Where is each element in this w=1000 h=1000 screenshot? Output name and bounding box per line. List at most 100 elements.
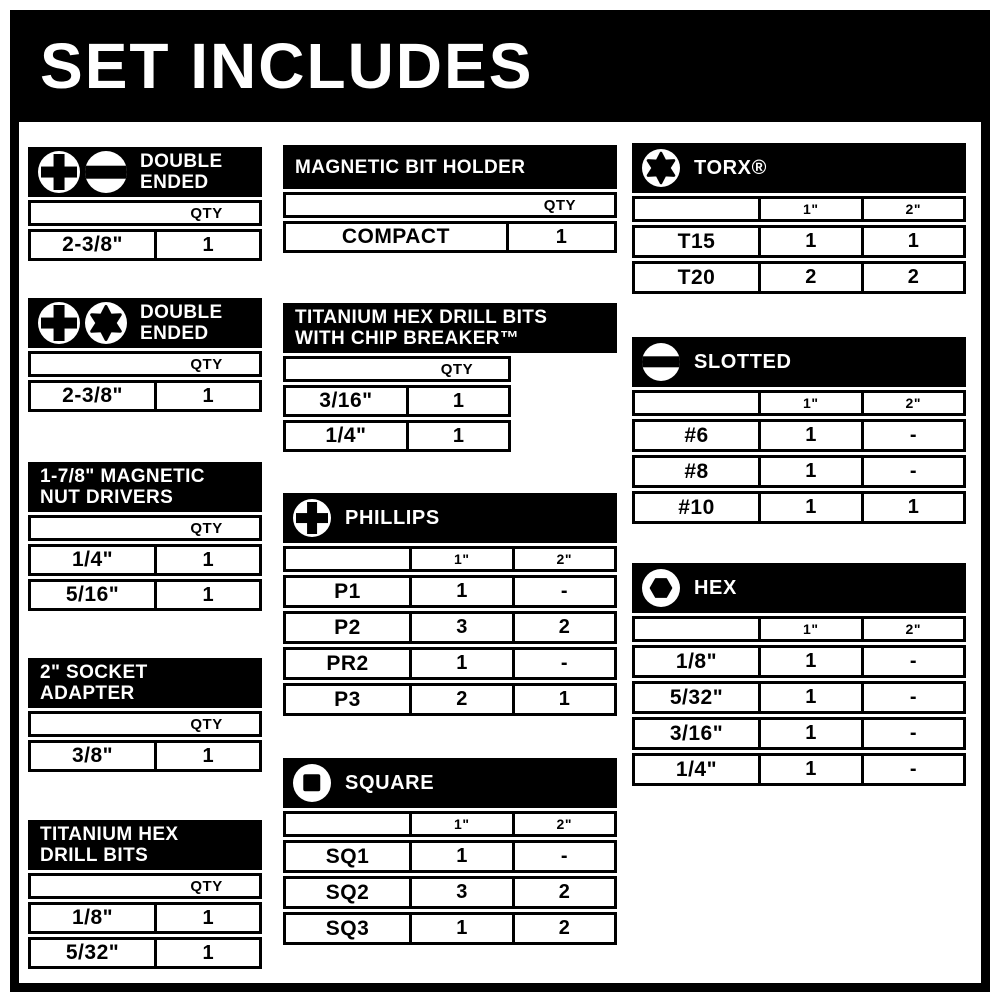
table-row: 2-3/8" 1 (28, 229, 262, 261)
qty-column-label: QTY (190, 877, 223, 895)
qty-column-label: QTY (543, 196, 577, 214)
size-column-label: 2" (860, 199, 964, 219)
table-title-line: TITANIUM HEX (40, 824, 179, 845)
table-row: P3 2 1 (283, 683, 617, 716)
qty-cell: 1 (154, 582, 259, 608)
size-cell: 2-3/8" (62, 233, 123, 256)
qty-cell: 1 (154, 547, 259, 573)
qty-cell: 2 (511, 879, 615, 906)
table-title-line: WITH CHIP BREAKER™ (295, 328, 520, 349)
table-title-line: DOUBLE (140, 302, 223, 323)
qty-header-row: QTY (28, 200, 262, 226)
qty-cell: 1 (758, 684, 861, 711)
qty-cell: 2 (409, 686, 512, 713)
table-header: TITANIUM HEX DRILL BITS WITH CHIP BREAKE… (283, 303, 617, 353)
size-header-row: 1" 2" (632, 196, 966, 222)
bit-cell: #6 (684, 423, 709, 447)
size-cell: 5/16" (65, 583, 120, 606)
table-header: DOUBLE ENDED (28, 298, 262, 348)
size-column-label: 2" (860, 393, 964, 413)
table-title: PHILLIPS (345, 506, 440, 529)
table-double-ended-phillips-torx: DOUBLE ENDED QTY 2-3/8" 1 (28, 298, 262, 412)
table-title-line: DOUBLE (140, 151, 223, 172)
table-title: TORX® (694, 156, 767, 179)
table-header: 2" SOCKET ADAPTER (28, 658, 262, 708)
bit-cell: 1/4" (675, 757, 718, 781)
size-cell: 2-3/8" (62, 384, 123, 407)
table-square: SQUARE 1" 2" SQ1 1 - SQ2 3 2 SQ3 1 2 (283, 758, 617, 945)
qty-cell: 1 (758, 458, 861, 485)
table-slotted: SLOTTED 1" 2" #6 1 - #8 1 - #10 1 1 (632, 337, 966, 524)
qty-cell: 3 (409, 614, 512, 641)
torx-icon (642, 149, 680, 187)
table-titanium-hex-drill-bits: TITANIUM HEX DRILL BITS QTY 1/8" 1 5/32"… (28, 820, 262, 969)
table-titanium-hex-chip-breaker: TITANIUM HEX DRILL BITS WITH CHIP BREAKE… (283, 303, 617, 452)
qty-cell: 1 (405, 388, 508, 414)
qty-column-label: QTY (190, 355, 223, 373)
table-title: HEX (694, 576, 737, 599)
table-row: 1/8" 1 - (632, 645, 966, 678)
table-row: 5/32" 1 - (632, 681, 966, 714)
table-header: DOUBLE ENDED (28, 147, 262, 197)
qty-cell: - (860, 720, 964, 747)
table-row: PR2 1 - (283, 647, 617, 680)
table-hex: HEX 1" 2" 1/8" 1 - 5/32" 1 - 3/16" 1 - 1… (632, 563, 966, 786)
table-title: SQUARE (345, 771, 435, 794)
qty-cell: 1 (409, 843, 512, 870)
qty-cell: - (511, 843, 615, 870)
page-title: SET INCLUDES (40, 30, 534, 102)
bit-cell: #8 (684, 459, 709, 483)
table-title-line: ENDED (140, 323, 209, 344)
table-row: T20 2 2 (632, 261, 966, 294)
table-header: PHILLIPS (283, 493, 617, 543)
table-row: P1 1 - (283, 575, 617, 608)
qty-header-row: QTY (283, 356, 511, 382)
hex-icon (642, 569, 680, 607)
table-row: 1/8" 1 (28, 902, 262, 934)
bit-cell: T15 (677, 229, 716, 253)
qty-cell: 1 (758, 720, 861, 747)
table-socket-adapter: 2" SOCKET ADAPTER QTY 3/8" 1 (28, 658, 262, 772)
size-cell: 1/8" (71, 906, 114, 929)
size-header-row: 1" 2" (283, 811, 617, 837)
size-cell: COMPACT (341, 225, 450, 248)
qty-cell: 2 (511, 915, 615, 942)
table-row: SQ2 3 2 (283, 876, 617, 909)
qty-column-label: QTY (190, 204, 223, 222)
table-row: 3/16" 1 - (632, 717, 966, 750)
qty-cell: - (860, 458, 964, 485)
table-title-line: NUT DRIVERS (40, 487, 174, 508)
table-header: TORX® (632, 143, 966, 193)
bit-cell: SQ3 (325, 916, 370, 940)
table-row: P2 3 2 (283, 611, 617, 644)
slotted-icon (642, 343, 680, 381)
size-column-label: 1" (758, 619, 861, 639)
qty-cell: - (511, 578, 615, 605)
size-cell: 1/4" (325, 424, 367, 447)
table-header: SLOTTED (632, 337, 966, 387)
qty-cell: 1 (154, 743, 259, 769)
qty-cell: 1 (758, 228, 861, 255)
phillips-icon (38, 302, 80, 344)
table-title-line: DRILL BITS (40, 845, 149, 866)
size-header-row: 1" 2" (632, 390, 966, 416)
bit-cell: PR2 (326, 651, 369, 675)
table-row: #6 1 - (632, 419, 966, 452)
qty-cell: 2 (511, 614, 615, 641)
bit-cell: 3/16" (669, 721, 724, 745)
qty-cell: 1 (511, 686, 615, 713)
table-row: #8 1 - (632, 455, 966, 488)
table-phillips: PHILLIPS 1" 2" P1 1 - P2 3 2 PR2 1 - P3 … (283, 493, 617, 716)
qty-cell: 2 (758, 264, 861, 291)
qty-cell: 1 (154, 383, 259, 409)
qty-column-label: QTY (190, 715, 223, 733)
qty-cell: 1 (409, 915, 512, 942)
size-column-label: 2" (511, 549, 615, 569)
qty-cell: - (860, 684, 964, 711)
qty-cell: 1 (154, 232, 259, 258)
bit-cell: P2 (334, 615, 361, 639)
table-magnetic-nut-drivers: 1-7/8" MAGNETIC NUT DRIVERS QTY 1/4" 1 5… (28, 462, 262, 611)
table-row: 2-3/8" 1 (28, 380, 262, 412)
bit-cell: P3 (334, 687, 361, 711)
table-header: HEX (632, 563, 966, 613)
